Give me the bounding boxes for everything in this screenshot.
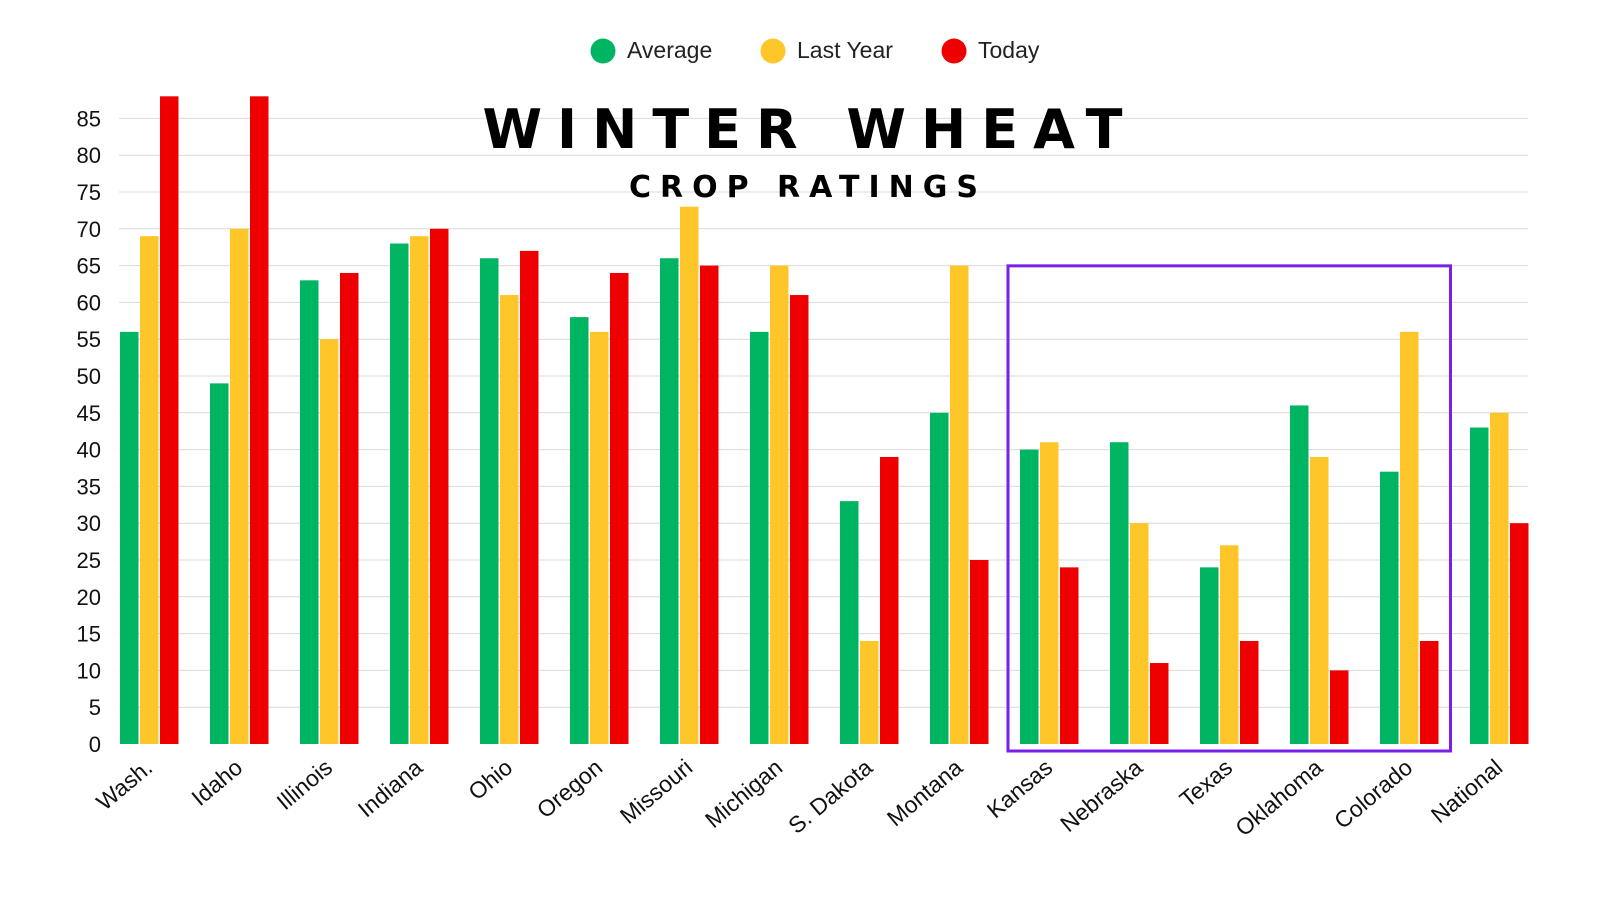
legend-marker-last-year: [760, 38, 786, 64]
bar-today-missouri: [700, 265, 719, 744]
bar-today-oklahoma: [1330, 670, 1349, 744]
bar-last-year-s-dakota: [860, 640, 879, 744]
y-tick-label: 0: [89, 732, 101, 757]
x-label-missouri: Missouri: [615, 754, 697, 829]
title-group: WINTER WHEAT CROP RATINGS: [482, 98, 1137, 205]
bar-last-year-kansas: [1040, 442, 1059, 744]
x-axis-labels: Wash. Idaho Illinois Indiana Ohio Oregon Misso…: [91, 754, 1507, 841]
bar-average-illinois: [300, 280, 319, 744]
bar-today-texas: [1240, 640, 1259, 744]
x-label-idaho: Idaho: [186, 754, 247, 811]
bar-today-indiana: [430, 228, 449, 745]
y-tick-label: 40: [77, 438, 101, 463]
bar-today-ohio: [520, 250, 539, 744]
bar-average-oregon: [570, 317, 589, 744]
bar-today-nebraska: [1150, 663, 1169, 744]
x-label-oklahoma: Oklahoma: [1230, 754, 1327, 841]
legend-label-average: Average: [627, 37, 712, 63]
bars: [120, 96, 1529, 745]
bar-average-indiana: [390, 243, 409, 744]
bar-today-illinois: [340, 272, 359, 744]
bar-last-year-oklahoma: [1310, 456, 1329, 744]
bar-average-kansas: [1020, 449, 1039, 744]
x-label-wash: Wash.: [91, 754, 157, 815]
bar-today-s-dakota: [880, 456, 899, 744]
y-tick-label: 10: [77, 658, 101, 683]
legend-label-last-year: Last Year: [797, 37, 893, 63]
bar-last-year-nebraska: [1130, 523, 1149, 744]
y-tick-label: 15: [77, 622, 101, 647]
bar-average-oklahoma: [1290, 405, 1309, 744]
y-tick-label: 35: [77, 474, 101, 499]
highlight-box: [1006, 264, 1452, 753]
chart-subtitle: CROP RATINGS: [629, 170, 987, 205]
bar-today-montana: [970, 560, 989, 744]
bar-average-national: [1470, 427, 1489, 744]
bar-today-colorado: [1420, 640, 1439, 744]
x-label-ohio: Ohio: [463, 754, 517, 805]
bar-last-year-national: [1490, 412, 1509, 744]
y-tick-label: 85: [77, 106, 101, 131]
bar-last-year-wash: [140, 236, 159, 744]
bar-today-national: [1510, 523, 1529, 744]
x-label-michigan: Michigan: [700, 754, 787, 833]
y-tick-label: 20: [77, 585, 101, 610]
y-tick-label: 60: [77, 290, 101, 315]
bar-today-michigan: [790, 295, 809, 744]
bar-today-kansas: [1060, 567, 1079, 744]
bar-today-oregon: [610, 272, 629, 744]
chart-title: WINTER WHEAT: [482, 98, 1137, 161]
bar-average-ohio: [480, 258, 499, 744]
y-tick-label: 30: [77, 511, 101, 536]
bar-last-year-colorado: [1400, 331, 1419, 744]
bar-average-nebraska: [1110, 442, 1129, 744]
bar-average-montana: [930, 412, 949, 744]
bar-last-year-texas: [1220, 545, 1239, 744]
x-label-oregon: Oregon: [532, 754, 607, 823]
x-label-indiana: Indiana: [353, 754, 428, 823]
bar-today-idaho: [250, 96, 269, 744]
bar-today-wash: [160, 96, 179, 744]
y-tick-label: 55: [77, 327, 101, 352]
x-label-kansas: Kansas: [982, 754, 1057, 823]
y-tick-label: 65: [77, 254, 101, 279]
y-tick-label: 50: [77, 364, 101, 389]
legend-marker-average: [590, 38, 616, 64]
bar-last-year-montana: [950, 265, 969, 744]
y-tick-label: 5: [89, 695, 101, 720]
legend-marker-today: [941, 38, 967, 64]
y-tick-label: 75: [77, 180, 101, 205]
bar-last-year-michigan: [770, 265, 789, 744]
bar-last-year-illinois: [320, 339, 339, 744]
bar-average-idaho: [210, 383, 229, 744]
y-axis-ticks: 0 5 10 15 20 25 30 35 40 45 50 55 60 65 70 75 80 85: [77, 106, 101, 757]
x-label-national: National: [1426, 754, 1507, 828]
bar-average-wash: [120, 331, 139, 744]
bar-average-colorado: [1380, 471, 1399, 744]
bar-average-michigan: [750, 331, 769, 744]
bar-last-year-indiana: [410, 236, 429, 744]
bar-average-texas: [1200, 567, 1219, 744]
bar-last-year-missouri: [680, 206, 699, 745]
bar-last-year-oregon: [590, 331, 609, 744]
x-label-s-dakota: S. Dakota: [783, 754, 877, 839]
y-tick-label: 80: [77, 143, 101, 168]
x-label-colorado: Colorado: [1329, 754, 1417, 834]
legend: Average Last Year Today: [590, 37, 1040, 64]
y-tick-label: 25: [77, 548, 101, 573]
bar-average-s-dakota: [840, 501, 859, 744]
legend-label-today: Today: [978, 37, 1040, 63]
y-tick-label: 45: [77, 401, 101, 426]
y-tick-label: 70: [77, 217, 101, 242]
x-label-illinois: Illinois: [272, 754, 338, 815]
bar-last-year-ohio: [500, 295, 519, 744]
bar-last-year-idaho: [230, 228, 249, 745]
x-label-texas: Texas: [1174, 754, 1237, 813]
highlight-box-group: [1006, 264, 1452, 753]
bar-average-missouri: [660, 258, 679, 744]
x-label-montana: Montana: [882, 754, 967, 832]
x-label-nebraska: Nebraska: [1055, 754, 1147, 837]
